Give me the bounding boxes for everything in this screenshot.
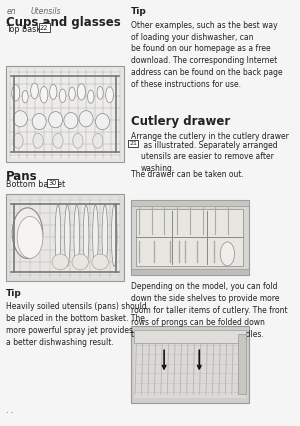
Text: 30: 30 (49, 180, 57, 186)
Ellipse shape (22, 90, 28, 103)
Ellipse shape (49, 112, 63, 128)
Ellipse shape (77, 83, 86, 100)
Ellipse shape (106, 87, 113, 103)
Text: The drawer can be taken out.: The drawer can be taken out. (131, 170, 244, 179)
Bar (131, 200, 248, 275)
Text: Tip: Tip (131, 7, 147, 16)
Ellipse shape (73, 133, 83, 148)
Ellipse shape (83, 205, 89, 266)
Ellipse shape (102, 205, 108, 266)
Ellipse shape (40, 86, 48, 103)
Ellipse shape (111, 205, 117, 266)
Ellipse shape (12, 85, 20, 101)
Text: Bottom basket: Bottom basket (6, 180, 68, 189)
Bar (6, 66, 124, 162)
Text: Top basket: Top basket (6, 25, 52, 34)
Bar (6, 194, 124, 281)
Ellipse shape (88, 90, 94, 103)
Ellipse shape (74, 205, 80, 266)
Text: Tip: Tip (6, 289, 22, 298)
Text: as illustrated. Separately arranged
utensils are easier to remove after
washing.: as illustrated. Separately arranged uten… (141, 141, 278, 173)
Text: Utensils: Utensils (31, 7, 61, 16)
Ellipse shape (32, 113, 46, 130)
Bar (131, 200, 248, 206)
Text: Depending on the model, you can fold
down the side shelves to provide more
room : Depending on the model, you can fold dow… (131, 282, 288, 339)
Ellipse shape (64, 205, 70, 266)
Text: Cups and glasses: Cups and glasses (6, 16, 121, 29)
Text: Heavily soiled utensils (pans) should
be placed in the bottom basket. The
more p: Heavily soiled utensils (pans) should be… (6, 302, 147, 347)
Ellipse shape (55, 205, 61, 266)
Bar (134, 330, 246, 343)
Ellipse shape (59, 89, 66, 103)
Ellipse shape (95, 113, 110, 130)
Ellipse shape (64, 112, 78, 129)
Bar (9, 198, 121, 277)
Text: 21: 21 (129, 141, 137, 146)
Ellipse shape (31, 83, 38, 99)
Ellipse shape (79, 111, 93, 127)
Text: 22: 22 (40, 25, 48, 31)
Circle shape (220, 242, 235, 266)
Bar (131, 326, 248, 403)
Ellipse shape (33, 133, 43, 148)
Ellipse shape (92, 254, 108, 270)
Bar (238, 334, 246, 394)
Ellipse shape (69, 87, 75, 101)
Ellipse shape (72, 254, 88, 270)
Bar (136, 209, 243, 266)
Text: Other examples, such as the best way
of loading your dishwasher, can
be found on: Other examples, such as the best way of … (131, 21, 283, 89)
Ellipse shape (53, 133, 63, 148)
Ellipse shape (12, 208, 43, 259)
Text: Arrange the cutlery in the cutlery drawer: Arrange the cutlery in the cutlery drawe… (131, 132, 289, 141)
Text: Pans: Pans (6, 170, 38, 183)
Ellipse shape (93, 205, 98, 266)
Bar (134, 330, 246, 398)
Text: Cutlery drawer: Cutlery drawer (131, 115, 230, 128)
Ellipse shape (14, 111, 28, 127)
Bar (9, 70, 121, 158)
Ellipse shape (93, 133, 103, 148)
Text: en: en (6, 7, 16, 16)
Ellipse shape (97, 86, 103, 99)
Text: · ·: · · (6, 409, 14, 418)
Ellipse shape (17, 216, 43, 258)
Ellipse shape (50, 84, 57, 99)
Ellipse shape (52, 254, 68, 270)
Bar (131, 269, 248, 275)
Ellipse shape (13, 133, 23, 148)
